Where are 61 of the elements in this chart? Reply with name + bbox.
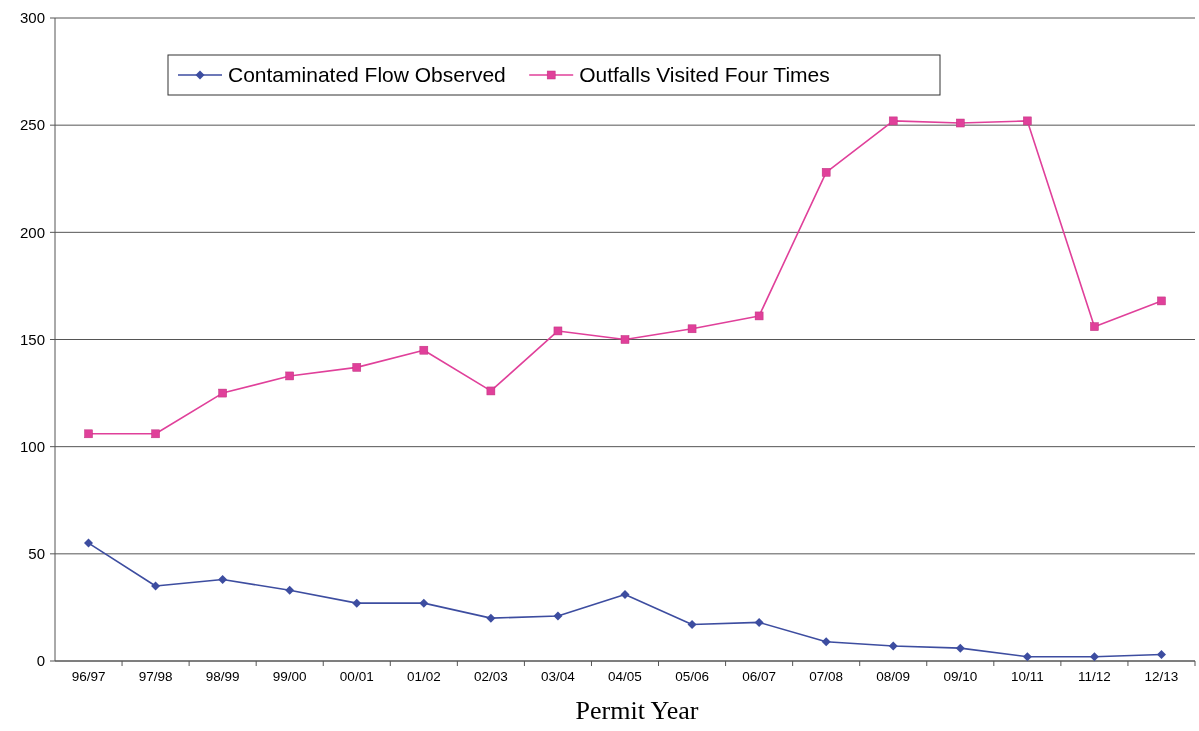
legend-label: Outfalls Visited Four Times	[579, 63, 830, 87]
point	[486, 613, 496, 623]
point	[486, 386, 496, 396]
point	[1157, 296, 1166, 306]
y-tick-label: 50	[28, 545, 45, 563]
point	[754, 311, 764, 321]
point	[419, 598, 429, 608]
point	[352, 363, 362, 372]
x-tick-label: 09/10	[943, 669, 978, 684]
x-axis-title: Permit Year	[575, 696, 699, 725]
point	[1156, 650, 1166, 660]
point	[84, 538, 94, 548]
point	[218, 388, 227, 398]
x-tick-label: 99/00	[272, 669, 307, 684]
x-tick-label: 06/07	[742, 669, 777, 684]
point	[1089, 652, 1099, 662]
point	[151, 581, 161, 591]
y-tick-label: 300	[19, 9, 45, 27]
y-tick-label: 0	[36, 652, 45, 670]
point	[352, 598, 362, 608]
point	[821, 637, 831, 647]
x-tick-label: 97/98	[138, 669, 173, 684]
x-tick-label: 00/01	[339, 669, 374, 684]
point	[218, 575, 228, 585]
point	[553, 611, 563, 621]
x-tick-label: 01/02	[406, 669, 441, 684]
x-tick-label: 04/05	[608, 669, 642, 684]
y-tick-label: 150	[19, 330, 45, 348]
point	[151, 429, 160, 439]
point	[888, 641, 898, 651]
point	[285, 371, 294, 381]
point	[1090, 322, 1099, 331]
y-tick-label: 250	[19, 116, 45, 134]
x-tick-label: 05/06	[675, 669, 709, 684]
point	[419, 345, 429, 355]
x-tick-label: 98/99	[205, 669, 240, 684]
x-tick-label: 12/13	[1144, 669, 1179, 684]
x-tick-label: 07/08	[809, 669, 844, 684]
point	[553, 326, 563, 336]
point	[888, 116, 898, 126]
x-tick-label: 03/04	[541, 669, 576, 684]
x-tick-label: 08/09	[876, 669, 911, 684]
x-tick-label: 10/11	[1010, 669, 1044, 684]
x-tick-label: 11/12	[1078, 669, 1111, 684]
point	[821, 168, 831, 177]
point	[1023, 116, 1032, 126]
x-tick-label: 96/97	[71, 669, 106, 684]
y-tick-label: 200	[19, 223, 45, 241]
point	[687, 620, 697, 630]
legend-label: Contaminated Flow Observed	[228, 63, 506, 87]
point	[84, 429, 93, 439]
y-tick-label: 100	[19, 437, 45, 455]
point	[285, 585, 295, 595]
point	[620, 590, 630, 600]
point	[956, 118, 965, 128]
point	[754, 617, 764, 627]
point	[620, 335, 630, 344]
x-tick-label: 02/03	[473, 669, 508, 684]
point	[687, 324, 697, 334]
point	[955, 643, 965, 653]
point	[1022, 652, 1032, 662]
